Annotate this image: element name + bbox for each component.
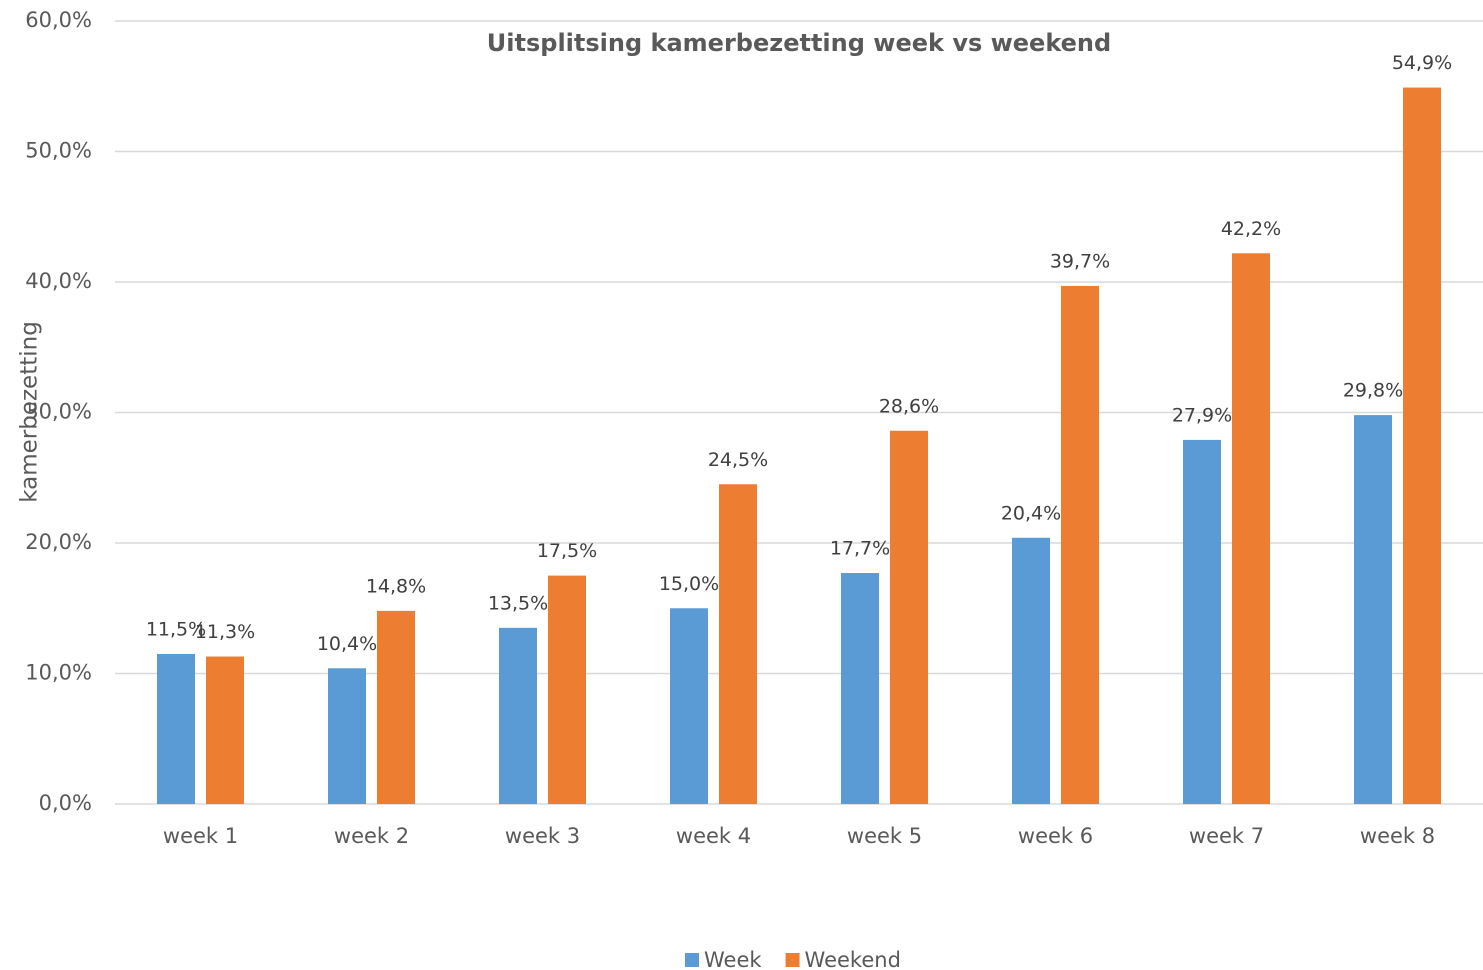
value-label: 10,4% [317,633,377,655]
value-label: 28,6% [879,395,939,417]
value-label: 14,8% [366,575,426,597]
y-tick-label: 60,0% [25,8,92,32]
bar [377,610,415,804]
bar [206,656,244,804]
value-label: 17,7% [830,538,890,560]
bar [1232,253,1270,805]
value-label: 11,5% [146,618,206,640]
bar [841,573,879,804]
value-label: 11,3% [195,621,255,643]
bar [328,668,366,804]
y-tick-label: 40,0% [25,269,92,293]
x-tick-label: week 2 [334,824,409,848]
chart-title: Uitsplitsing kamerbezetting week vs week… [487,29,1111,57]
x-tick-label: week 7 [1189,824,1264,848]
legend-label: Weekend [805,948,901,970]
x-tick-label: week 5 [847,824,922,848]
value-label: 24,5% [708,449,768,471]
y-tick-label: 0,0% [39,791,92,815]
y-tick-label: 20,0% [25,530,92,554]
x-tick-label: week 4 [676,824,751,848]
x-tick-label: week 6 [1018,824,1093,848]
value-label: 29,8% [1343,380,1403,402]
value-label: 17,5% [537,540,597,562]
x-tick-label: week 8 [1360,824,1435,848]
value-label: 42,2% [1221,218,1281,240]
legend-swatch [685,953,699,967]
legend-label: Week [704,948,762,970]
bar [548,575,586,804]
bar [670,608,708,804]
bar [890,430,928,804]
y-axis-label: kamerbezetting [17,321,43,503]
bar [1061,285,1099,804]
value-label: 15,0% [659,573,719,595]
value-label: 20,4% [1001,502,1061,524]
bar [1012,537,1050,804]
bar [499,627,537,804]
y-tick-label: 30,0% [25,400,92,424]
value-label: 13,5% [488,592,548,614]
x-tick-label: week 1 [163,824,238,848]
bar [1403,87,1441,805]
value-label: 27,9% [1172,404,1232,426]
y-tick-label: 10,0% [25,661,92,685]
legend-swatch [785,953,800,967]
bar [1354,415,1392,804]
value-label: 54,9% [1392,52,1452,74]
bar [719,484,757,804]
bar [157,653,195,804]
x-tick-label: week 3 [505,824,580,848]
value-label: 39,7% [1050,250,1110,272]
bar [1183,439,1221,804]
y-tick-label: 50,0% [25,139,92,163]
